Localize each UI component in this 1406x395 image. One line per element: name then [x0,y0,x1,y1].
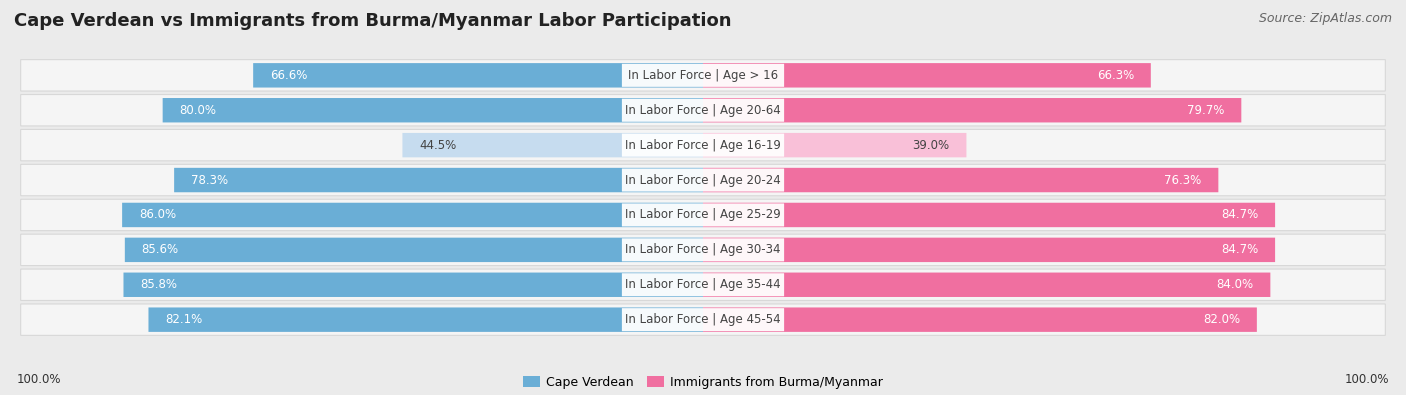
Text: 85.8%: 85.8% [141,278,177,291]
FancyBboxPatch shape [703,238,1275,262]
Text: Cape Verdean vs Immigrants from Burma/Myanmar Labor Participation: Cape Verdean vs Immigrants from Burma/My… [14,12,731,30]
FancyBboxPatch shape [703,273,1271,297]
Text: In Labor Force | Age 20-64: In Labor Force | Age 20-64 [626,104,780,117]
Text: 39.0%: 39.0% [912,139,949,152]
Text: 76.3%: 76.3% [1164,173,1202,186]
Text: 78.3%: 78.3% [191,173,228,186]
FancyBboxPatch shape [703,133,966,157]
Text: 84.7%: 84.7% [1220,243,1258,256]
Text: In Labor Force | Age 16-19: In Labor Force | Age 16-19 [626,139,780,152]
Text: 100.0%: 100.0% [17,373,62,386]
FancyBboxPatch shape [253,63,703,88]
FancyBboxPatch shape [21,304,1385,335]
FancyBboxPatch shape [124,273,703,297]
Text: In Labor Force | Age > 16: In Labor Force | Age > 16 [628,69,778,82]
Text: 66.6%: 66.6% [270,69,308,82]
FancyBboxPatch shape [621,308,785,331]
FancyBboxPatch shape [125,238,703,262]
Text: 84.0%: 84.0% [1216,278,1254,291]
FancyBboxPatch shape [621,273,785,296]
Text: 66.3%: 66.3% [1097,69,1133,82]
FancyBboxPatch shape [703,98,1241,122]
FancyBboxPatch shape [621,238,785,261]
FancyBboxPatch shape [149,307,703,332]
Text: In Labor Force | Age 30-34: In Labor Force | Age 30-34 [626,243,780,256]
FancyBboxPatch shape [402,133,703,157]
FancyBboxPatch shape [174,168,703,192]
Text: 84.7%: 84.7% [1220,209,1258,222]
FancyBboxPatch shape [621,99,785,122]
Text: In Labor Force | Age 20-24: In Labor Force | Age 20-24 [626,173,780,186]
FancyBboxPatch shape [21,234,1385,265]
Text: In Labor Force | Age 45-54: In Labor Force | Age 45-54 [626,313,780,326]
Text: In Labor Force | Age 25-29: In Labor Force | Age 25-29 [626,209,780,222]
FancyBboxPatch shape [621,203,785,226]
FancyBboxPatch shape [163,98,703,122]
Text: In Labor Force | Age 35-44: In Labor Force | Age 35-44 [626,278,780,291]
Text: 82.1%: 82.1% [166,313,202,326]
Text: 100.0%: 100.0% [1344,373,1389,386]
FancyBboxPatch shape [621,64,785,87]
Text: Source: ZipAtlas.com: Source: ZipAtlas.com [1258,12,1392,25]
FancyBboxPatch shape [703,203,1275,227]
Text: 80.0%: 80.0% [180,104,217,117]
FancyBboxPatch shape [21,130,1385,161]
FancyBboxPatch shape [621,169,785,192]
Legend: Cape Verdean, Immigrants from Burma/Myanmar: Cape Verdean, Immigrants from Burma/Myan… [523,376,883,389]
FancyBboxPatch shape [703,63,1152,88]
Text: 86.0%: 86.0% [139,209,176,222]
Text: 85.6%: 85.6% [142,243,179,256]
FancyBboxPatch shape [21,199,1385,231]
FancyBboxPatch shape [703,168,1219,192]
FancyBboxPatch shape [703,307,1257,332]
FancyBboxPatch shape [21,164,1385,196]
Text: 82.0%: 82.0% [1204,313,1240,326]
FancyBboxPatch shape [122,203,703,227]
FancyBboxPatch shape [621,134,785,157]
Text: 79.7%: 79.7% [1187,104,1225,117]
Text: 44.5%: 44.5% [419,139,457,152]
FancyBboxPatch shape [21,60,1385,91]
FancyBboxPatch shape [21,269,1385,301]
FancyBboxPatch shape [21,94,1385,126]
